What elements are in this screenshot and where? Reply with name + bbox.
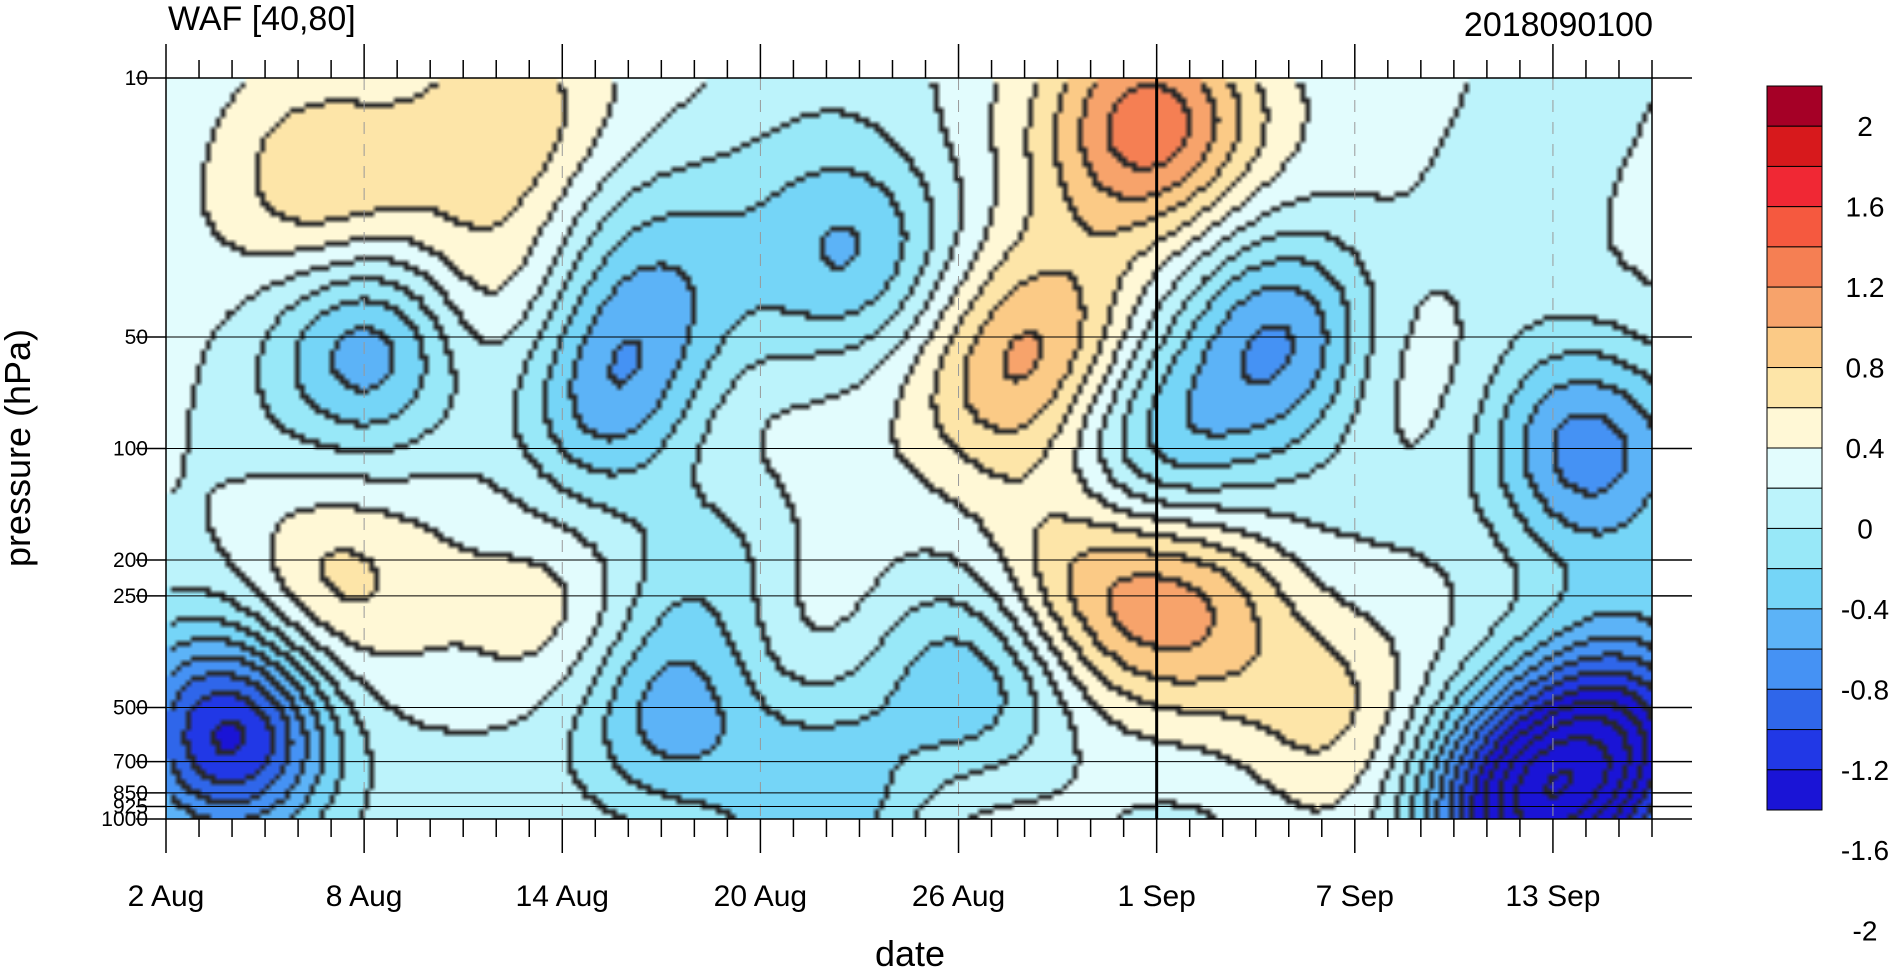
colorbar-swatch: [1766, 246, 1823, 288]
plot-frame: [165, 77, 1653, 820]
colorbar-swatch: [1766, 286, 1823, 328]
x-axis-label: date: [875, 933, 945, 969]
colorbar: 2 1.6 1.2 0.8 0.4 0 -0.4 -0.8 -1.2 -1.6 -2: [1766, 85, 1889, 947]
colorbar-swatch: [1766, 688, 1823, 731]
x-tick-label: 1 Sep: [1117, 880, 1195, 913]
colorbar-swatch: [1766, 608, 1823, 650]
x-tick-label: 20 Aug: [714, 880, 807, 913]
colorbar-label: 0: [1857, 513, 1873, 544]
y-tick-label: 250: [113, 585, 148, 608]
colorbar-label: -0.8: [1841, 674, 1889, 705]
colorbar-swatch: [1766, 769, 1823, 811]
y-tick-label: 10: [125, 67, 148, 90]
y-tick-label: 200: [113, 549, 148, 572]
colorbar-swatch: [1766, 729, 1823, 771]
y-tick-label: 1000: [101, 808, 148, 831]
x-tick-label: 2 Aug: [128, 880, 205, 913]
colorbar-swatch: [1766, 407, 1823, 449]
colorbar-swatch: [1766, 206, 1823, 248]
colorbar-label: -1.6: [1841, 835, 1889, 866]
y-tick-label: 500: [113, 696, 148, 719]
x-tick-label: 13 Sep: [1505, 880, 1600, 913]
colorbar-swatch: [1766, 125, 1823, 167]
colorbar-label: 2: [1857, 111, 1873, 142]
y-tick-label: 925: [113, 795, 148, 818]
y-tick-label: 850: [113, 782, 148, 805]
y-tick-label: 100: [113, 438, 148, 461]
chart-title-right: 2018090100: [1464, 6, 1653, 44]
y-axis-label: pressure (hPa): [0, 329, 38, 567]
colorbar-swatch: [1766, 487, 1823, 529]
colorbar-swatch: [1766, 85, 1823, 127]
y-tick-label: 700: [113, 751, 148, 774]
colorbar-swatch: [1766, 326, 1823, 369]
colorbar-label: -0.4: [1841, 594, 1889, 625]
colorbar-swatch: [1766, 367, 1823, 409]
colorbar-label: 0.8: [1846, 353, 1885, 384]
x-axis: 2 Aug 8 Aug 14 Aug 20 Aug 26 Aug 1 Sep 7 Sep 13…: [128, 44, 1653, 913]
colorbar-swatch: [1766, 165, 1823, 208]
colorbar-label: 1.6: [1846, 192, 1885, 223]
x-tick-label: 14 Aug: [516, 880, 609, 913]
colorbar-label: 0.4: [1846, 433, 1885, 464]
colorbar-label: -1.2: [1841, 755, 1889, 786]
x-tick-label: 7 Sep: [1316, 880, 1394, 913]
x-tick-label: 26 Aug: [912, 880, 1005, 913]
colorbar-swatch: [1766, 648, 1823, 690]
colorbar-swatch: [1766, 447, 1823, 489]
colorbar-swatch: [1766, 527, 1823, 570]
x-tick-label: 8 Aug: [326, 880, 403, 913]
colorbar-label: -2: [1853, 916, 1878, 947]
colorbar-label: 1.2: [1846, 272, 1885, 303]
y-tick-label: 50: [125, 326, 148, 349]
chart-title-left: WAF [40,80]: [168, 0, 356, 38]
colorbar-swatch: [1766, 568, 1823, 610]
